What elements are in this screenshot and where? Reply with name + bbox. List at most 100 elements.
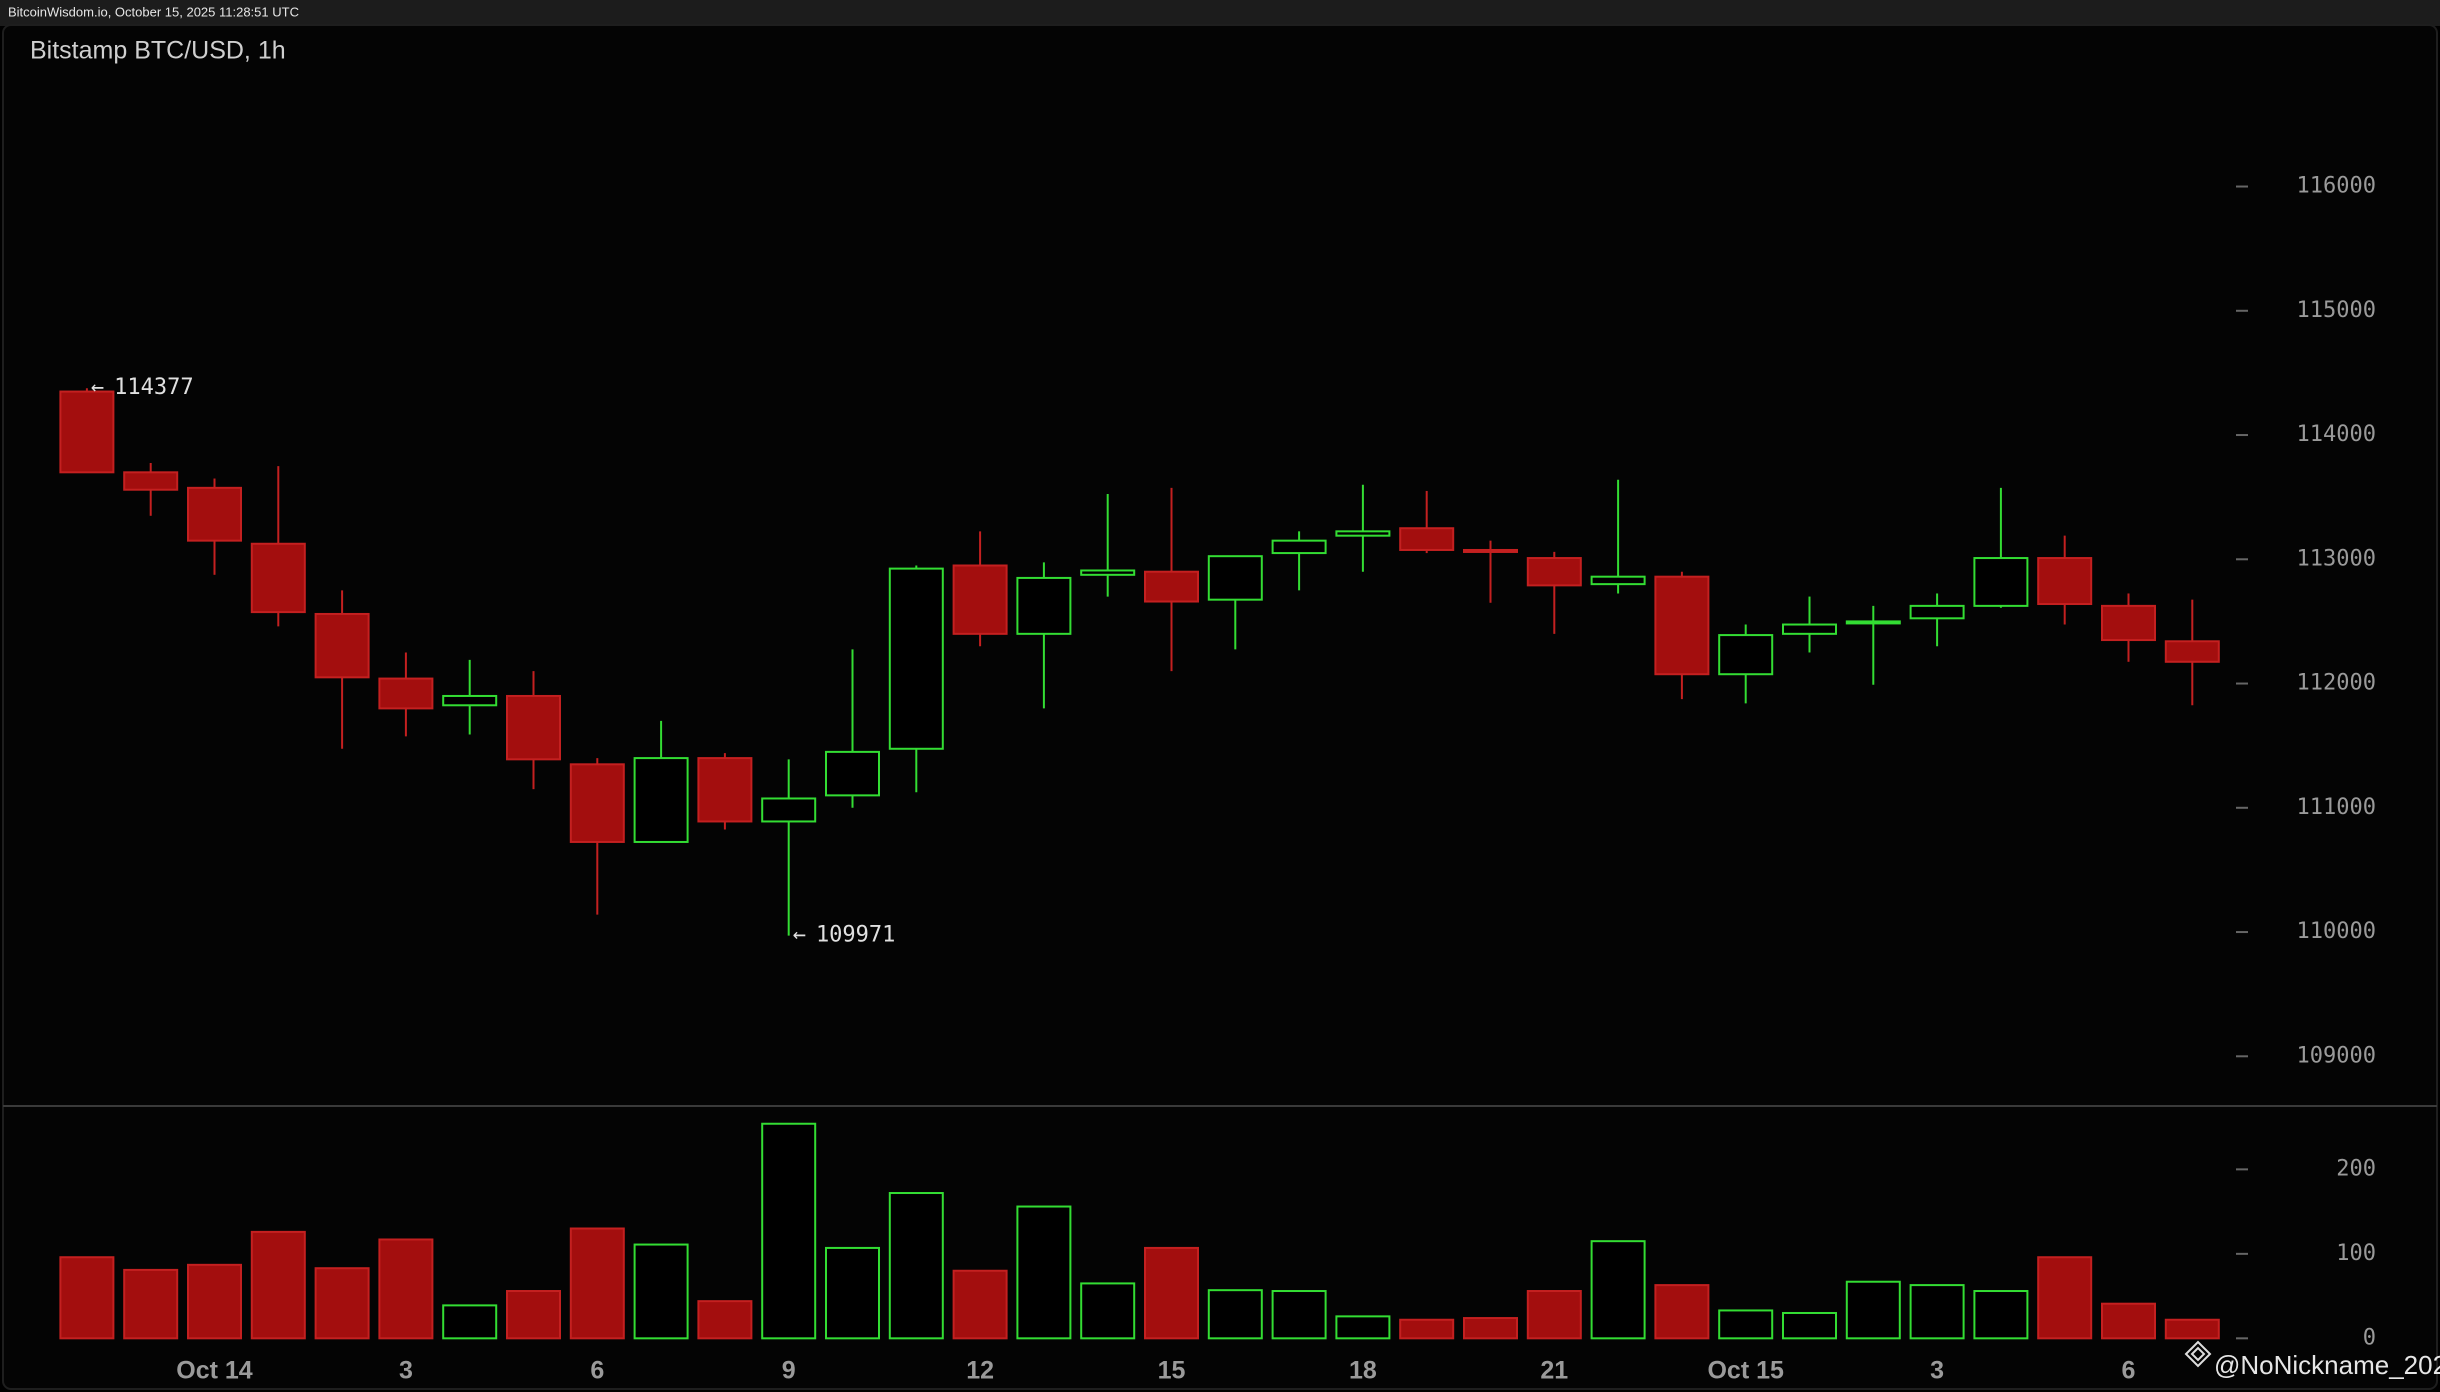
annotation-value: 109971: [816, 923, 895, 948]
source-text: BitcoinWisdom.io, October 15, 2025 11:28…: [8, 4, 299, 19]
volume-bar: [506, 1290, 561, 1340]
volume-bar: [442, 1304, 498, 1340]
candle-body: [888, 567, 944, 750]
x-tick-label: 9: [782, 1357, 796, 1385]
annotation-value: 114377: [114, 375, 193, 400]
volume-bar: [1335, 1315, 1391, 1340]
x-tick-label: 12: [966, 1357, 994, 1385]
x-tick-label: 6: [2122, 1357, 2136, 1385]
candle-body: [825, 750, 880, 797]
candle-body: [314, 612, 370, 679]
volume-bar: [1271, 1290, 1327, 1340]
volume-bar: [633, 1243, 689, 1340]
x-tick-label: 3: [1930, 1357, 1944, 1385]
volume-bar: [1016, 1205, 1072, 1340]
candle-body: [1271, 539, 1327, 555]
y-tick-label: 115000: [2297, 298, 2376, 323]
annotation-arrow: ←: [91, 375, 104, 400]
candle-body: [569, 763, 625, 843]
x-tick-label: Oct 15: [1707, 1357, 1784, 1385]
watermark-text: @NoNickname_2025: [2214, 1350, 2440, 1380]
volume-bar: [378, 1238, 434, 1340]
x-tick-label: 3: [399, 1357, 413, 1385]
candle-body: [1463, 548, 1518, 553]
candle-body: [59, 390, 115, 474]
x-tick-label: 6: [590, 1357, 604, 1385]
candle-body: [378, 677, 434, 710]
candle-body: [1909, 604, 1965, 620]
volume-bar: [952, 1269, 1008, 1340]
watermark: @NoNickname_2025: [2184, 1340, 2440, 1380]
candle-body: [1526, 557, 1582, 587]
candle-body: [1207, 555, 1263, 601]
volume-bar: [1718, 1309, 1774, 1340]
candle-body: [697, 757, 753, 823]
extreme-annotation: ← 114377: [91, 375, 194, 400]
volume-bar: [314, 1267, 370, 1340]
volume-bar: [59, 1256, 115, 1340]
extreme-annotation: ← 109971: [793, 923, 896, 948]
candle-body: [1782, 623, 1837, 635]
y-tick-label: 116000: [2297, 174, 2376, 199]
volume-bar: [761, 1122, 817, 1340]
x-tick-label: 21: [1540, 1357, 1568, 1385]
candle-body: [1654, 575, 1710, 676]
candle-body: [2037, 557, 2093, 606]
candle-body: [187, 486, 242, 542]
volume-bar: [697, 1300, 753, 1340]
volume-bar: [2037, 1256, 2093, 1340]
volume-bar: [1654, 1284, 1710, 1340]
candle-body: [250, 542, 306, 614]
x-tick-label: Oct 14: [176, 1357, 253, 1385]
candle-body: [1080, 569, 1136, 576]
annotation-arrow: ←: [793, 923, 806, 948]
volume-bar: [1144, 1246, 1199, 1340]
y-tick-label: 0: [2363, 1325, 2376, 1350]
candle-body: [1016, 576, 1072, 635]
volume-bar: [1399, 1318, 1455, 1340]
candle-body: [2101, 604, 2156, 642]
candle-body: [1590, 575, 1646, 586]
volume-bar: [250, 1230, 306, 1340]
y-tick-label: 111000: [2297, 795, 2376, 820]
candle-body: [1718, 634, 1774, 676]
candle-body: [1845, 620, 1901, 625]
candle-body: [506, 694, 561, 761]
chart-frame: [2, 24, 2438, 1390]
candle-body: [1973, 557, 2029, 607]
volume-bar: [1207, 1289, 1263, 1340]
candle-body: [2164, 640, 2220, 663]
y-tick-label: 114000: [2297, 422, 2376, 447]
volume-bar: [123, 1268, 179, 1340]
y-tick-label: 110000: [2297, 919, 2376, 944]
y-tick-label: 100: [2336, 1241, 2376, 1266]
candle-body: [1144, 570, 1199, 603]
volume-bar: [1080, 1282, 1136, 1340]
volume-bar: [1782, 1311, 1837, 1340]
x-tick-label: 18: [1349, 1357, 1377, 1385]
volume-bar: [1973, 1290, 2029, 1340]
candle-body: [1399, 527, 1455, 551]
x-tick-label: 15: [1158, 1357, 1186, 1385]
volume-bar: [888, 1192, 944, 1340]
candle-body: [442, 694, 498, 707]
volume-bar: [1909, 1284, 1965, 1340]
volume-bar: [825, 1246, 880, 1340]
volume-bar: [2164, 1318, 2220, 1340]
watermark-icon: [2184, 1340, 2212, 1368]
volume-bar: [569, 1227, 625, 1340]
volume-bar: [1590, 1240, 1646, 1340]
chart-title: Bitstamp BTC/USD, 1h: [30, 37, 286, 65]
volume-bar: [1463, 1317, 1518, 1340]
candle-body: [123, 471, 179, 491]
volume-bar: [187, 1263, 242, 1340]
y-tick-label: 109000: [2297, 1043, 2376, 1068]
y-tick-label: 113000: [2297, 546, 2376, 571]
candle-body: [633, 757, 689, 843]
y-tick-label: 200: [2336, 1156, 2376, 1181]
volume-bar: [1845, 1280, 1901, 1340]
volume-bar: [1526, 1290, 1582, 1340]
candle-body: [952, 564, 1008, 635]
volume-bar: [2101, 1302, 2156, 1340]
